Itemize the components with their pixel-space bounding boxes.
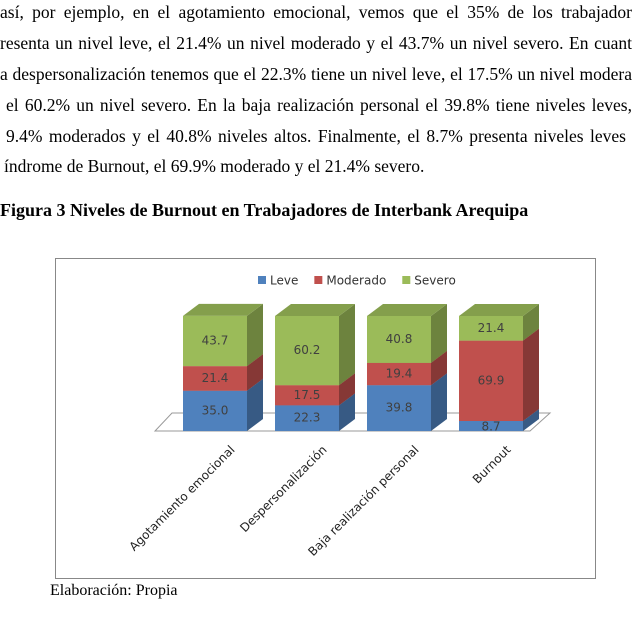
bar-side — [339, 304, 355, 386]
data-label: 60.2 — [294, 343, 321, 357]
bar-segment — [459, 304, 539, 341]
x-tick-label: Despersonalización — [237, 443, 329, 535]
bar-side — [431, 373, 447, 431]
x-tick-label: Agotamiento emocional — [127, 443, 238, 554]
data-label: 19.4 — [386, 367, 413, 381]
footer: Elaboración: Propia — [50, 582, 178, 599]
bar-side — [431, 350, 447, 386]
bar-front — [367, 362, 431, 386]
bar-side — [523, 328, 539, 421]
legend-swatch — [258, 276, 266, 284]
bar-front — [275, 316, 339, 386]
legend-swatch — [314, 276, 323, 284]
x-tick-label: Burnout — [470, 442, 514, 486]
bar-front — [367, 385, 431, 431]
bar-side — [431, 304, 447, 363]
bar-top — [367, 304, 447, 316]
paragraph-line: resenta un nivel leve, el 21.4% un nivel… — [0, 33, 632, 53]
bar-side — [523, 408, 539, 431]
data-label: 17.5 — [294, 388, 321, 402]
bar-front — [367, 316, 431, 363]
x-tick-label: Baja realización personal — [305, 443, 421, 559]
bar-segment — [275, 304, 355, 386]
data-label: 8.7 — [481, 420, 500, 434]
data-label: 39.8 — [386, 401, 413, 415]
bar-front — [183, 315, 247, 367]
paragraph-line: 9.4% moderados y el 40.8% niveles altos.… — [6, 126, 626, 146]
bar-side — [247, 303, 263, 367]
bar-front — [275, 385, 339, 406]
bar-top — [183, 303, 263, 316]
paragraph-line: a despersonalización tenemos que el 22.3… — [0, 64, 632, 84]
paragraph-line: el 60.2% un nivel severo. En la baja rea… — [6, 95, 632, 115]
bar-side — [523, 304, 539, 341]
bar-front — [275, 405, 339, 431]
bar-front — [183, 390, 247, 431]
bar-front — [459, 340, 523, 421]
bar-front — [459, 316, 523, 341]
bar-side — [247, 378, 263, 431]
data-label: 21.4 — [202, 371, 229, 385]
legend-label: Moderado — [326, 274, 386, 288]
bar-front — [459, 420, 523, 431]
data-label: 69.9 — [478, 373, 505, 387]
bar-side — [339, 373, 355, 406]
paragraph-line: índrome de Burnout, el 69.9% moderado y … — [4, 156, 425, 176]
data-label: 43.7 — [202, 334, 229, 348]
data-label: 21.4 — [478, 321, 505, 335]
bar-side — [247, 354, 263, 391]
bar-segment — [183, 303, 263, 367]
bar-front — [183, 366, 247, 391]
data-label: 40.8 — [386, 332, 413, 346]
bar-segment — [367, 304, 447, 363]
figure-caption: Figura 3 Niveles de Burnout en Trabajado… — [0, 200, 529, 220]
legend-swatch — [402, 276, 411, 284]
bar-side — [339, 393, 355, 431]
legend-label: Severo — [414, 274, 456, 288]
chart-frame — [55, 258, 596, 579]
paragraph-line: así, por ejemplo, en el agotamiento emoc… — [0, 2, 632, 22]
legend-label: Leve — [270, 274, 298, 288]
data-label: 22.3 — [294, 411, 321, 425]
data-label: 35.0 — [202, 403, 229, 417]
bar-top — [459, 304, 539, 316]
bar-top — [275, 304, 355, 316]
